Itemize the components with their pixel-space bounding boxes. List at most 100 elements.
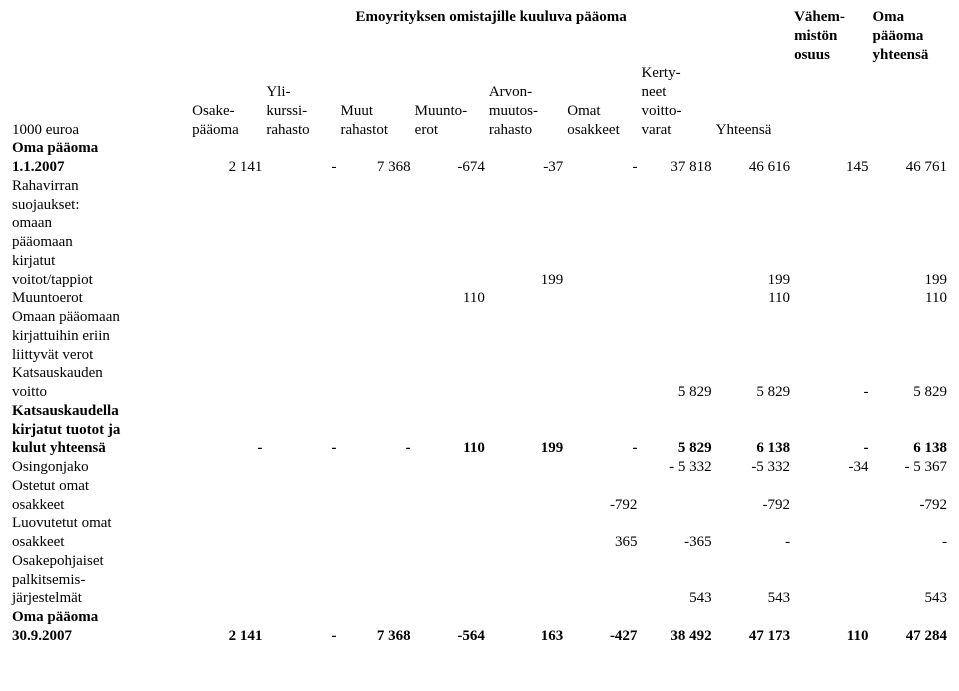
col-osakepaaoma: Osake- pääoma — [190, 64, 264, 139]
table-cell: - — [565, 139, 639, 177]
table-cell — [792, 177, 870, 290]
table-cell: -792 — [565, 477, 639, 515]
table-cell — [792, 477, 870, 515]
table-cell — [264, 458, 338, 477]
table-cell — [639, 477, 713, 515]
table-cell — [565, 177, 639, 290]
table-cell — [190, 458, 264, 477]
header-unit: 1000 euroa — [10, 64, 190, 139]
table-cell — [413, 552, 487, 608]
table-cell: - — [792, 364, 870, 402]
table-cell — [565, 552, 639, 608]
col-yhteensa: Yhteensä — [714, 64, 792, 139]
table-cell: -365 — [639, 514, 713, 552]
table-cell — [264, 552, 338, 608]
table-cell — [339, 477, 413, 515]
table-cell: -674 — [413, 139, 487, 177]
col-ylikurssi: Yli- kurssi- rahasto — [264, 64, 338, 139]
table-cell — [565, 364, 639, 402]
table-cell — [413, 514, 487, 552]
table-cell: - — [565, 402, 639, 458]
table-cell: 5 829 — [870, 364, 949, 402]
table-cell — [339, 364, 413, 402]
table-cell — [190, 177, 264, 290]
table-cell: -34 — [792, 458, 870, 477]
table-cell: 110 — [413, 289, 487, 308]
row-muuntoerot-label: Muuntoerot — [10, 289, 190, 308]
table-cell: 47 284 — [870, 608, 949, 646]
equity-table: Emoyrityksen omistajille kuuluva pääoma … — [10, 8, 949, 646]
table-cell: 37 818 — [639, 139, 713, 177]
table-cell — [487, 477, 565, 515]
table-cell: 2 141 — [190, 608, 264, 646]
table-cell — [487, 458, 565, 477]
table-cell: 543 — [714, 552, 792, 608]
table-cell: 5 829 — [714, 364, 792, 402]
row-osingonjako-label: Osingonjako — [10, 458, 190, 477]
table-cell — [639, 289, 713, 308]
table-cell: 543 — [639, 552, 713, 608]
table-cell — [339, 552, 413, 608]
row-3092007-label: Oma pääoma 30.9.2007 — [10, 608, 190, 646]
table-cell: -427 — [565, 608, 639, 646]
table-cell: 46 616 — [714, 139, 792, 177]
table-cell: 2 141 — [190, 139, 264, 177]
table-cell — [413, 477, 487, 515]
table-cell: 6 138 — [870, 402, 949, 458]
table-cell: - — [264, 402, 338, 458]
table-cell — [487, 289, 565, 308]
table-cell — [487, 514, 565, 552]
table-cell — [190, 514, 264, 552]
table-cell — [264, 514, 338, 552]
table-cell: -5 332 — [714, 458, 792, 477]
table-cell: -792 — [714, 477, 792, 515]
table-cell: 199 — [870, 177, 949, 290]
table-cell — [565, 289, 639, 308]
table-cell: - — [792, 402, 870, 458]
table-cell: - 5 367 — [870, 458, 949, 477]
table-cell — [792, 514, 870, 552]
table-cell — [190, 477, 264, 515]
table-cell: - — [714, 514, 792, 552]
table-cell — [413, 458, 487, 477]
table-cell: 5 829 — [639, 364, 713, 402]
table-cell: 110 — [870, 289, 949, 308]
table-cell — [792, 289, 870, 308]
table-cell: -564 — [413, 608, 487, 646]
table-cell: 110 — [792, 608, 870, 646]
row-ostetut-label: Ostetut omat osakkeet — [10, 477, 190, 515]
table-cell: 199 — [487, 402, 565, 458]
table-cell: - — [190, 402, 264, 458]
table-cell — [339, 177, 413, 290]
table-cell — [339, 289, 413, 308]
table-cell — [639, 177, 713, 290]
row-rahavirran-label: Rahavirran suojaukset: omaan pääomaan ki… — [10, 177, 190, 290]
table-cell — [264, 477, 338, 515]
table-cell: 5 829 — [639, 402, 713, 458]
col-omat: Omat osakkeet — [565, 64, 639, 139]
col-arvonmuutos: Arvon- muutos- rahasto — [487, 64, 565, 139]
table-cell: 543 — [870, 552, 949, 608]
table-cell: 163 — [487, 608, 565, 646]
table-cell: 145 — [792, 139, 870, 177]
table-cell: 6 138 — [714, 402, 792, 458]
table-cell: 199 — [487, 177, 565, 290]
table-cell: 110 — [413, 402, 487, 458]
table-cell — [487, 364, 565, 402]
table-cell: - 5 332 — [639, 458, 713, 477]
table-cell: - — [870, 514, 949, 552]
row-katsauskaudella-label: Katsauskaudella kirjatut tuotot ja kulut… — [10, 402, 190, 458]
row-112007-label: Oma pääoma 1.1.2007 — [10, 139, 190, 177]
header-vahemmiston: Vähem- mistön osuus — [792, 8, 870, 64]
table-cell — [339, 458, 413, 477]
table-cell: 7 368 — [339, 139, 413, 177]
table-cell — [413, 177, 487, 290]
row-osakepohjaiset-label: Osakepohjaiset palkitsemis- järjestelmät — [10, 552, 190, 608]
table-cell — [264, 364, 338, 402]
col-muunto: Muunto- erot — [413, 64, 487, 139]
col-muut: Muut rahastot — [339, 64, 413, 139]
table-cell — [190, 552, 264, 608]
table-cell — [190, 289, 264, 308]
table-cell: 38 492 — [639, 608, 713, 646]
table-cell: -37 — [487, 139, 565, 177]
